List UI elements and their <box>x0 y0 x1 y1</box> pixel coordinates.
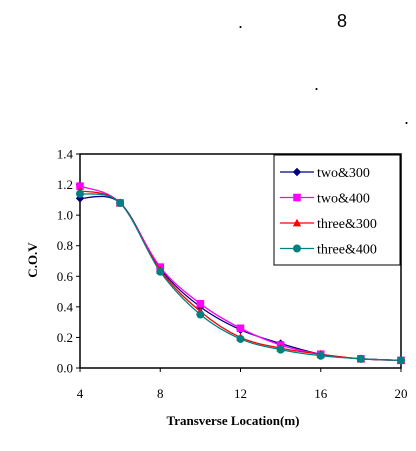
heading-number: 8 <box>337 11 348 31</box>
data-point-three&400 <box>276 345 285 354</box>
x-tick-label: 20 <box>395 386 408 401</box>
data-point-two&400 <box>76 182 84 190</box>
y-tick-label: 0.6 <box>57 269 74 284</box>
data-point-two&400 <box>196 300 205 308</box>
data-point-three&400 <box>236 334 245 343</box>
y-tick-label: 0.0 <box>57 361 73 376</box>
data-point-three&400 <box>196 310 205 319</box>
heading-dot: . <box>238 12 244 32</box>
legend-marker <box>292 218 302 227</box>
y-tick-label: 0.2 <box>57 330 73 345</box>
x-tick-label: 12 <box>234 386 247 401</box>
legend-label: three&400 <box>317 243 377 258</box>
data-point-three&400 <box>156 267 165 276</box>
y-tick-label: 1.0 <box>57 208 73 223</box>
x-tick-label: 4 <box>77 386 84 401</box>
y-tick-label: 0.8 <box>57 238 73 253</box>
x-tick-label: 8 <box>157 386 164 401</box>
x-axis-title: Transverse Location(m) <box>167 413 300 428</box>
x-tick-label: 16 <box>314 386 328 401</box>
data-point-three&400 <box>76 189 84 198</box>
y-tick-label: 0.4 <box>57 299 74 314</box>
text-line-dot: . <box>404 108 410 128</box>
text-line-dot: . <box>314 74 320 94</box>
legend-marker <box>293 244 301 253</box>
y-axis-title: C.O.V <box>25 242 40 278</box>
data-point-three&400 <box>356 354 365 363</box>
data-point-three&400 <box>116 198 125 207</box>
data-point-two&400 <box>236 324 245 333</box>
y-tick-label: 1.2 <box>57 177 73 192</box>
legend-label: two&300 <box>317 166 370 181</box>
y-tick-label: 1.4 <box>57 147 74 162</box>
legend-marker <box>292 167 302 177</box>
data-point-three&400 <box>316 351 325 360</box>
data-point-three&400 <box>397 356 405 365</box>
legend-marker <box>293 193 301 202</box>
legend-label: three&300 <box>317 217 377 232</box>
legend: two&300 two&400 three&300 three&400 <box>273 154 401 266</box>
legend-label: two&400 <box>317 192 370 207</box>
